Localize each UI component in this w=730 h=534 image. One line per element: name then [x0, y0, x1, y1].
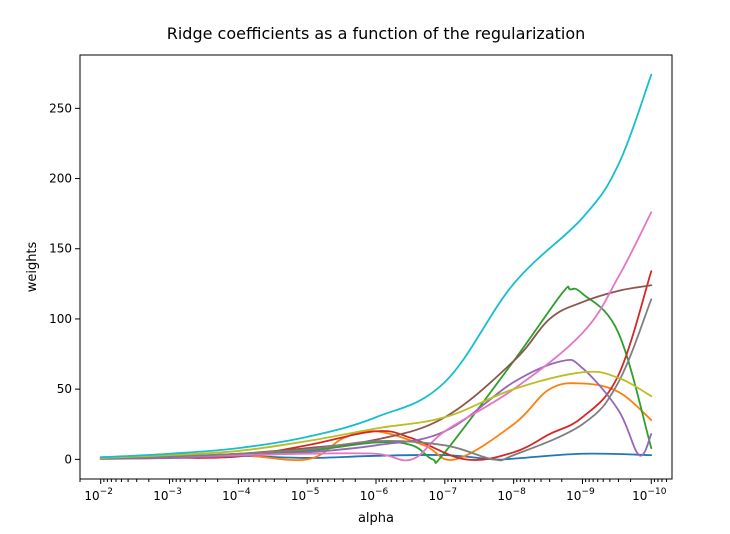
x-tick-label-1: 10−2: [84, 487, 113, 503]
x-tick-label-2: 10−3: [153, 487, 182, 503]
x-tick-label-6: 10−7: [429, 487, 458, 503]
x-tick-label-5: 10−6: [360, 487, 389, 503]
y-axis-label: weights: [25, 241, 40, 292]
x-axis-label: alpha: [358, 511, 394, 526]
x-axis: 10−2 10−3 10−4 10−5 10−6 10−7 10−8 10−9 10−10: [79, 479, 668, 503]
x-tick-label-7: 10−8: [497, 487, 526, 503]
series-line-9: [99, 370, 653, 459]
x-tick-base: 10: [360, 489, 375, 503]
x-tick-exponent: −7: [444, 487, 457, 497]
series-line-10: [99, 73, 653, 459]
x-tick-base: 10: [566, 489, 581, 503]
y-tick-label-5: 200: [49, 172, 72, 186]
x-tick-base: 10: [291, 489, 306, 503]
x-tick-base: 10: [632, 489, 647, 503]
x-tick-base: 10: [497, 489, 512, 503]
x-tick-exponent: −2: [100, 487, 113, 497]
x-tick-exponent: −9: [581, 487, 595, 497]
series-line-4: [99, 270, 653, 461]
series-line-8: [99, 298, 653, 462]
y-tick-label-6: 250: [49, 101, 72, 115]
x-tick-label-4: 10−5: [291, 487, 320, 503]
x-tick-exponent: −5: [306, 487, 319, 497]
x-tick-exponent: −8: [513, 487, 527, 497]
x-tick-label-9: 10−10: [632, 487, 667, 503]
x-tick-exponent: −6: [375, 487, 389, 497]
x-tick-base: 10: [84, 489, 99, 503]
chart-title: Ridge coefficients as a function of the …: [167, 24, 586, 43]
series-layer: [99, 73, 653, 464]
x-tick-label-8: 10−9: [566, 487, 595, 503]
x-tick-exponent: −4: [237, 487, 251, 497]
x-tick-exponent: −3: [169, 487, 182, 497]
x-tick-base: 10: [429, 489, 444, 503]
y-tick-label-3: 100: [49, 312, 72, 326]
x-tick-base: 10: [153, 489, 168, 503]
y-tick-label-2: 50: [57, 382, 72, 396]
y-axis: 0 50 100 150 200 250: [49, 101, 80, 466]
x-tick-exponent: −10: [647, 487, 666, 497]
y-tick-label-4: 150: [49, 242, 72, 256]
x-tick-base: 10: [222, 489, 237, 503]
y-tick-label-1: 0: [64, 452, 72, 466]
x-tick-label-3: 10−4: [222, 487, 251, 503]
